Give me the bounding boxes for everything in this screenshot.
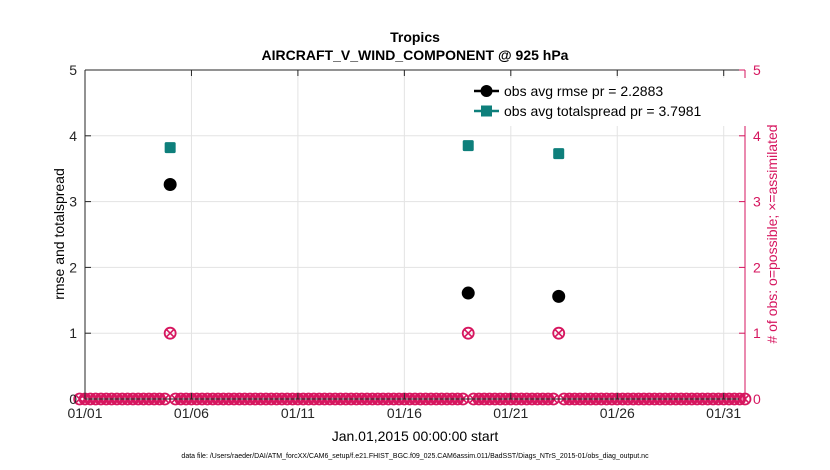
x-tick-label: 01/11 [281, 405, 315, 421]
x-tick-label: 01/01 [67, 405, 102, 421]
axes [84, 69, 746, 400]
obs-assimilated-marker [165, 328, 175, 338]
y-tick-label-left: 0 [69, 391, 77, 407]
obs-assimilated-marker [463, 328, 473, 338]
spread-point [462, 140, 474, 152]
legend-spread-marker [481, 105, 492, 117]
y-tick-label-right: 4 [753, 128, 761, 144]
y-tick-label-right: 3 [753, 194, 761, 210]
y-tick-label-left: 3 [69, 194, 77, 210]
obs-possible-marker [163, 326, 177, 340]
legend-box [470, 78, 747, 126]
footer-data-file: data file: /Users/raeder/DAI/ATM_forcXX/… [181, 453, 649, 460]
spread-point [164, 142, 176, 154]
y-tick-label-right: 0 [753, 391, 761, 407]
y-tick-label-left: 4 [69, 128, 77, 144]
chart-subtitle: AIRCRAFT_V_WIND_COMPONENT @ 925 hPa [262, 47, 569, 63]
y-axis-label-right: # of obs: o=possible; ×=assimilated [764, 124, 780, 343]
y-tick-label-left: 1 [69, 325, 77, 341]
rmse-point [552, 289, 566, 303]
obs-assimilated-marker [554, 328, 564, 338]
legend: obs avg rmse pr = 2.2883 obs avg totalsp… [470, 78, 747, 126]
spread-point [553, 148, 565, 160]
x-axis-label: Jan.01,2015 00:00:00 start [332, 428, 499, 444]
x-tick-label: 01/16 [387, 405, 422, 421]
x-tick-label: 01/06 [174, 405, 209, 421]
data-series [163, 140, 566, 303]
rmse-point [461, 286, 475, 300]
y-tick-label-right: 5 [753, 62, 761, 78]
y-tick-label-left: 5 [69, 62, 77, 78]
x-tick-label: 01/26 [600, 405, 635, 421]
rmse-point [163, 177, 177, 191]
chart-title: Tropics [390, 29, 440, 45]
obs-possible-marker [552, 326, 566, 340]
legend-rmse-marker [480, 85, 493, 97]
tick-labels: 01/01 01/06 01/11 01/16 01/21 01/26 01/31 0 0 1 1 2… [67, 62, 761, 421]
y-tick-label-right: 2 [753, 259, 761, 275]
y-axis-label: rmse and totalspread [51, 168, 67, 300]
x-tick-label: 01/31 [706, 405, 741, 421]
obs-possible-marker [461, 326, 475, 340]
legend-spread-label: obs avg totalspread pr = 3.7981 [504, 103, 702, 119]
x-tick-label: 01/21 [493, 405, 528, 421]
legend-rmse-label: obs avg rmse pr = 2.2883 [504, 83, 663, 99]
y-tick-label-right: 1 [753, 325, 761, 341]
obs-count-series [73, 326, 752, 406]
y-tick-label-left: 2 [69, 259, 77, 275]
